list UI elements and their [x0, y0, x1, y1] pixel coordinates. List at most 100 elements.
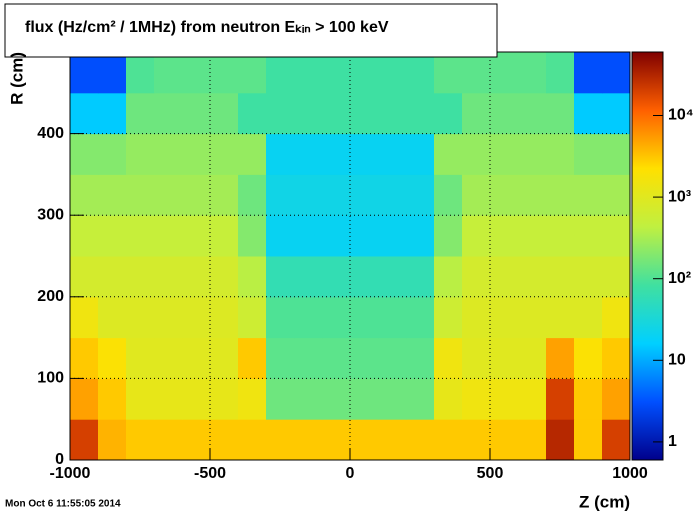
- heat-cell: [126, 52, 155, 94]
- y-axis-label: R (cm): [7, 52, 26, 105]
- heat-cell: [546, 92, 575, 135]
- heat-cell: [154, 174, 183, 216]
- heat-cell: [98, 378, 127, 420]
- heat-cell: [406, 296, 435, 339]
- heat-cell: [98, 92, 127, 135]
- heat-cell: [406, 419, 435, 461]
- heat-cell: [406, 337, 435, 379]
- heat-cell: [294, 256, 323, 298]
- heat-cell: [462, 133, 491, 175]
- heat-cell: [126, 419, 155, 461]
- heat-cell: [574, 215, 603, 257]
- heat-cell: [490, 337, 519, 379]
- heat-cell: [210, 92, 239, 135]
- heat-cell: [350, 337, 379, 379]
- heat-cell: [266, 296, 295, 339]
- heat-cell: [210, 133, 239, 175]
- heat-cell: [462, 215, 491, 257]
- heat-cell: [406, 256, 435, 298]
- heat-cell: [210, 256, 239, 298]
- heat-cell: [518, 337, 547, 379]
- colorbar-tick-label: 1: [668, 433, 677, 450]
- heat-cell: [266, 378, 295, 420]
- colorbar-tick-label: 10: [668, 352, 686, 369]
- heat-cell: [238, 419, 267, 461]
- heat-cell: [546, 378, 575, 420]
- y-tick-label: 400: [37, 125, 64, 142]
- heat-cell: [182, 296, 211, 339]
- heat-cell: [182, 378, 211, 420]
- heat-cell: [490, 419, 519, 461]
- heat-cell: [154, 133, 183, 175]
- heat-cell: [70, 52, 99, 94]
- colorbar: [631, 51, 664, 461]
- heat-cell: [98, 52, 127, 94]
- heat-cell: [378, 174, 407, 216]
- heat-cell: [238, 215, 267, 257]
- heat-cell: [462, 378, 491, 420]
- heat-cell: [546, 174, 575, 216]
- colorbar-tick-label: 10⁴: [668, 107, 694, 124]
- heat-cell: [126, 174, 155, 216]
- heat-cell: [70, 133, 99, 175]
- heat-cell: [574, 52, 603, 94]
- heat-cell: [70, 215, 99, 257]
- heat-cell: [462, 92, 491, 135]
- heat-cell: [378, 419, 407, 461]
- heat-cell: [322, 133, 351, 175]
- heat-cell: [210, 215, 239, 257]
- heat-cell: [210, 419, 239, 461]
- heat-cell: [238, 296, 267, 339]
- heat-cell: [126, 92, 155, 135]
- heat-cell: [406, 52, 435, 94]
- heat-cell: [294, 296, 323, 339]
- heat-cell: [602, 256, 631, 298]
- heat-cell: [154, 337, 183, 379]
- heat-cell: [294, 174, 323, 216]
- heat-cell: [154, 296, 183, 339]
- heat-cell: [518, 52, 547, 94]
- heat-cell: [350, 256, 379, 298]
- heat-cell: [602, 337, 631, 379]
- heat-cell: [98, 174, 127, 216]
- heat-cell: [238, 378, 267, 420]
- heat-cell: [574, 419, 603, 461]
- heat-cell: [322, 296, 351, 339]
- heat-cell: [154, 92, 183, 135]
- heat-cell: [322, 419, 351, 461]
- heat-cell: [70, 92, 99, 135]
- heat-cell: [378, 133, 407, 175]
- heat-cell: [406, 133, 435, 175]
- heat-cell: [490, 52, 519, 94]
- heat-cell: [322, 256, 351, 298]
- heat-cell: [546, 256, 575, 298]
- heat-cell: [574, 92, 603, 135]
- heat-cell: [70, 419, 99, 461]
- heat-cell: [490, 133, 519, 175]
- heat-cell: [462, 296, 491, 339]
- heat-cell: [182, 256, 211, 298]
- heat-cell: [126, 337, 155, 379]
- heat-cell: [266, 337, 295, 379]
- heat-cell: [182, 174, 211, 216]
- heat-cell: [378, 256, 407, 298]
- heat-cell: [98, 337, 127, 379]
- heat-cell: [350, 419, 379, 461]
- heat-cell: [378, 378, 407, 420]
- heat-cell: [602, 133, 631, 175]
- heat-cell: [182, 337, 211, 379]
- heat-cell: [518, 133, 547, 175]
- heat-cell: [294, 133, 323, 175]
- x-tick-label: 500: [477, 465, 504, 482]
- heat-cell: [98, 296, 127, 339]
- heat-cell: [154, 256, 183, 298]
- heat-cell: [126, 296, 155, 339]
- heat-cell: [238, 52, 267, 94]
- heat-cell: [490, 215, 519, 257]
- heat-cell: [70, 256, 99, 298]
- x-tick-label: -500: [194, 465, 226, 482]
- heat-cell: [294, 92, 323, 135]
- heatmap: [70, 52, 631, 461]
- heat-cell: [238, 133, 267, 175]
- heat-cell: [238, 256, 267, 298]
